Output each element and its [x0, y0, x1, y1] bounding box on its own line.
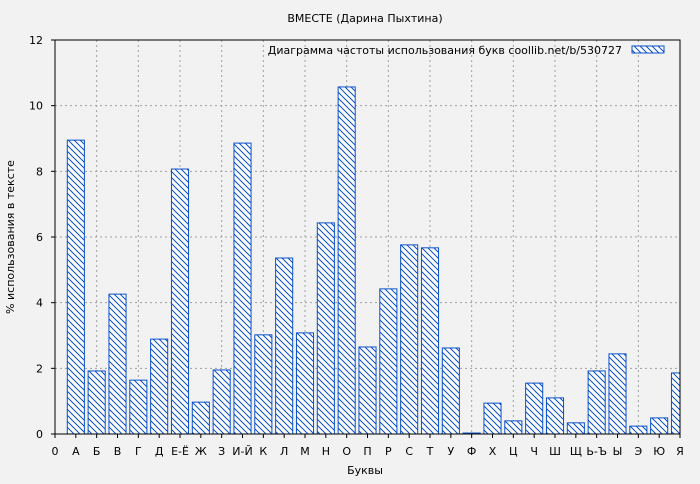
x-tick-label: Д	[155, 445, 164, 458]
bar-У	[441, 347, 460, 434]
bar-Х	[483, 402, 502, 434]
x-tick-label: Ч	[530, 445, 538, 458]
bar-Р	[379, 288, 398, 434]
x-tick-label: Я	[676, 445, 684, 458]
x-tick-label: Ф	[467, 445, 476, 458]
bars	[66, 86, 680, 434]
x-tick-label: Е-Ё	[171, 445, 189, 458]
bar-Л	[275, 257, 294, 434]
bar-Щ	[566, 422, 585, 434]
x-tick-label: К	[259, 445, 267, 458]
bar-Ч	[525, 382, 544, 434]
bar-Ш	[545, 397, 565, 434]
y-tick-label: 12	[29, 34, 43, 47]
bar-Ы	[608, 353, 627, 434]
bar-О	[337, 86, 356, 434]
bar-П	[358, 346, 377, 434]
x-tick-label: Ш	[549, 445, 561, 458]
x-tick-label: Т	[426, 445, 434, 458]
bar-А	[66, 139, 85, 434]
x-tick-label: Э	[634, 445, 642, 458]
x-tick-label: Б	[93, 445, 101, 458]
bar-И-Й	[233, 142, 252, 434]
x-tick-label: П	[363, 445, 371, 458]
bar-Б	[87, 370, 106, 434]
y-axis-label: % использования в тексте	[4, 160, 17, 314]
x-tick-label: Ц	[509, 445, 518, 458]
bar-С	[400, 244, 419, 434]
x-tick-label: Л	[280, 445, 288, 458]
bar-Д	[150, 338, 169, 434]
x-tick-label: В	[114, 445, 122, 458]
y-tick-label: 2	[36, 362, 43, 375]
legend: Диаграмма частоты использования букв coo…	[268, 44, 665, 57]
bar-В	[108, 293, 127, 434]
legend-label: Диаграмма частоты использования букв coo…	[268, 44, 622, 57]
x-tick-label: Ь-Ъ	[586, 445, 607, 458]
y-tick-label: 10	[29, 100, 43, 113]
bar-Ь-Ъ	[587, 370, 606, 434]
x-tick-label: Х	[489, 445, 497, 458]
x-tick-label: О	[342, 445, 351, 458]
x-tick-label: Ю	[653, 445, 665, 458]
y-tick-label: 6	[36, 231, 43, 244]
x-tick-label: И-Й	[232, 445, 252, 458]
y-tick-label: 8	[36, 165, 43, 178]
x-tick-label: З	[218, 445, 225, 458]
y-tick-label: 0	[36, 428, 43, 441]
bar-Г	[129, 379, 148, 434]
bar-Ж	[191, 401, 210, 434]
x-axis-label: Буквы	[347, 464, 383, 477]
legend-swatch	[631, 45, 665, 54]
x-tick-label: С	[405, 445, 413, 458]
x-tick-label: У	[447, 445, 454, 458]
x-tick-label: Н	[322, 445, 330, 458]
x-tick-label: А	[72, 445, 80, 458]
bar-М	[295, 332, 315, 434]
x-tick-label: Г	[135, 445, 142, 458]
bar-Ц	[504, 420, 523, 434]
bar-Е-Ё	[170, 168, 190, 434]
x-tick-label: Щ	[570, 445, 582, 458]
chart-title: ВМЕСТЕ (Дарина Пыхтина)	[287, 12, 442, 25]
x-tick-label: Ы	[613, 445, 623, 458]
x-tick-label: М	[300, 445, 310, 458]
x-tick-label: Ж	[195, 445, 207, 458]
bar-Т	[420, 247, 440, 434]
bar-Н	[316, 222, 335, 434]
bar-К	[254, 334, 273, 434]
y-tick-label: 4	[36, 297, 43, 310]
bar-Э	[629, 425, 648, 434]
bar-Ю	[650, 417, 669, 434]
x-tick-label: Р	[385, 445, 392, 458]
bar-З	[212, 369, 231, 434]
x-tick-label: 0	[52, 445, 59, 458]
